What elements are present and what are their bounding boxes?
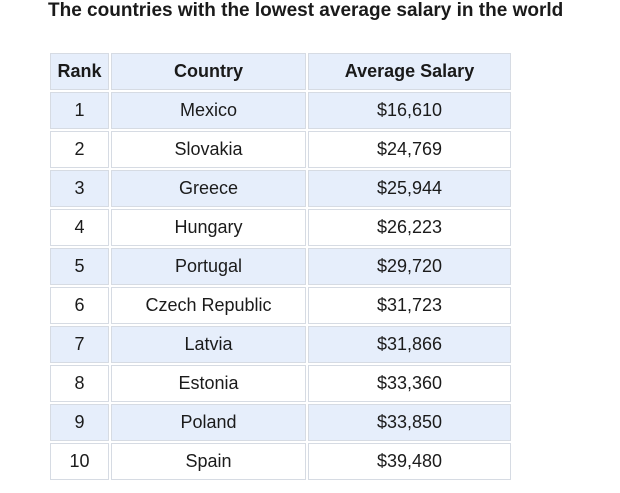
table-header: Rank Country Average Salary <box>50 53 511 90</box>
rank-cell: 10 <box>50 443 109 480</box>
table-row: 7 Latvia $31,866 <box>50 326 511 363</box>
salary-cell: $25,944 <box>308 170 511 207</box>
rank-cell: 5 <box>50 248 109 285</box>
table-row: 5 Portugal $29,720 <box>50 248 511 285</box>
salary-cell: $31,723 <box>308 287 511 324</box>
rank-cell: 6 <box>50 287 109 324</box>
header-country: Country <box>111 53 306 90</box>
table-row: 4 Hungary $26,223 <box>50 209 511 246</box>
rank-cell: 4 <box>50 209 109 246</box>
table-row: 8 Estonia $33,360 <box>50 365 511 402</box>
table-row: 10 Spain $39,480 <box>50 443 511 480</box>
country-cell: Greece <box>111 170 306 207</box>
country-cell: Estonia <box>111 365 306 402</box>
country-cell: Mexico <box>111 92 306 129</box>
salary-cell: $31,866 <box>308 326 511 363</box>
salary-cell: $29,720 <box>308 248 511 285</box>
rank-cell: 8 <box>50 365 109 402</box>
table-row: 2 Slovakia $24,769 <box>50 131 511 168</box>
salary-table: Rank Country Average Salary 1 Mexico $16… <box>48 51 513 482</box>
table-body: 1 Mexico $16,610 2 Slovakia $24,769 3 Gr… <box>50 92 511 480</box>
header-rank: Rank <box>50 53 109 90</box>
salary-cell: $33,360 <box>308 365 511 402</box>
table-row: 3 Greece $25,944 <box>50 170 511 207</box>
country-cell: Hungary <box>111 209 306 246</box>
salary-cell: $24,769 <box>308 131 511 168</box>
country-cell: Czech Republic <box>111 287 306 324</box>
salary-cell: $39,480 <box>308 443 511 480</box>
rank-cell: 7 <box>50 326 109 363</box>
table-row: 9 Poland $33,850 <box>50 404 511 441</box>
country-cell: Poland <box>111 404 306 441</box>
table-row: 1 Mexico $16,610 <box>50 92 511 129</box>
page-title: The countries with the lowest average sa… <box>48 0 564 21</box>
salary-cell: $26,223 <box>308 209 511 246</box>
table-row: 6 Czech Republic $31,723 <box>50 287 511 324</box>
country-cell: Slovakia <box>111 131 306 168</box>
country-cell: Spain <box>111 443 306 480</box>
rank-cell: 1 <box>50 92 109 129</box>
country-cell: Latvia <box>111 326 306 363</box>
header-average-salary: Average Salary <box>308 53 511 90</box>
salary-cell: $16,610 <box>308 92 511 129</box>
rank-cell: 9 <box>50 404 109 441</box>
salary-cell: $33,850 <box>308 404 511 441</box>
header-row: Rank Country Average Salary <box>50 53 511 90</box>
rank-cell: 2 <box>50 131 109 168</box>
rank-cell: 3 <box>50 170 109 207</box>
country-cell: Portugal <box>111 248 306 285</box>
